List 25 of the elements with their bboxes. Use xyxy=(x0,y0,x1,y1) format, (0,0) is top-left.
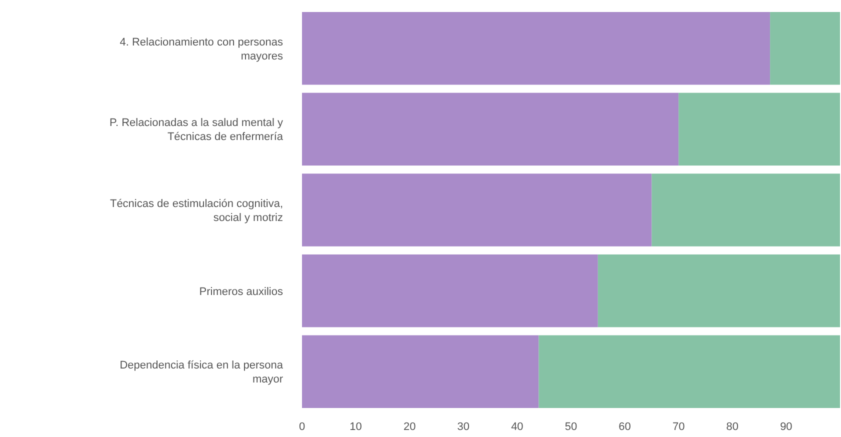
bar xyxy=(678,92,840,166)
bar xyxy=(302,335,539,408)
bar xyxy=(652,174,840,246)
y-tick-label: Dependencia física en la persona mayor xyxy=(120,360,284,386)
x-tick-label: 10 xyxy=(350,421,362,433)
y-tick-label: Técnicas de estimulación cognitiva, social y motriz xyxy=(110,198,283,224)
y-tick-label: 4. Relacionamiento con personas mayores xyxy=(120,36,284,62)
bar xyxy=(598,254,840,328)
x-tick-label: 20 xyxy=(403,421,416,433)
x-tick-label: 30 xyxy=(457,421,470,433)
x-tick-label: 80 xyxy=(726,421,739,433)
bar xyxy=(302,12,770,85)
bar xyxy=(302,92,679,166)
x-tick-label: 40 xyxy=(511,421,524,433)
x-tick-label: 50 xyxy=(564,421,578,433)
bar xyxy=(538,335,840,408)
bar xyxy=(302,254,598,328)
y-tick-label: Primeros auxilios xyxy=(199,286,284,298)
x-tick-label: 70 xyxy=(672,421,685,433)
bar xyxy=(302,174,652,246)
x-tick-label: 90 xyxy=(780,421,792,433)
y-tick-label: P. Relacionadas a la salud mental y Técnicas de enfermería xyxy=(110,117,284,144)
x-tick-label: 60 xyxy=(618,421,631,433)
x-tick-label: 0 xyxy=(298,421,306,433)
bar xyxy=(770,12,840,85)
